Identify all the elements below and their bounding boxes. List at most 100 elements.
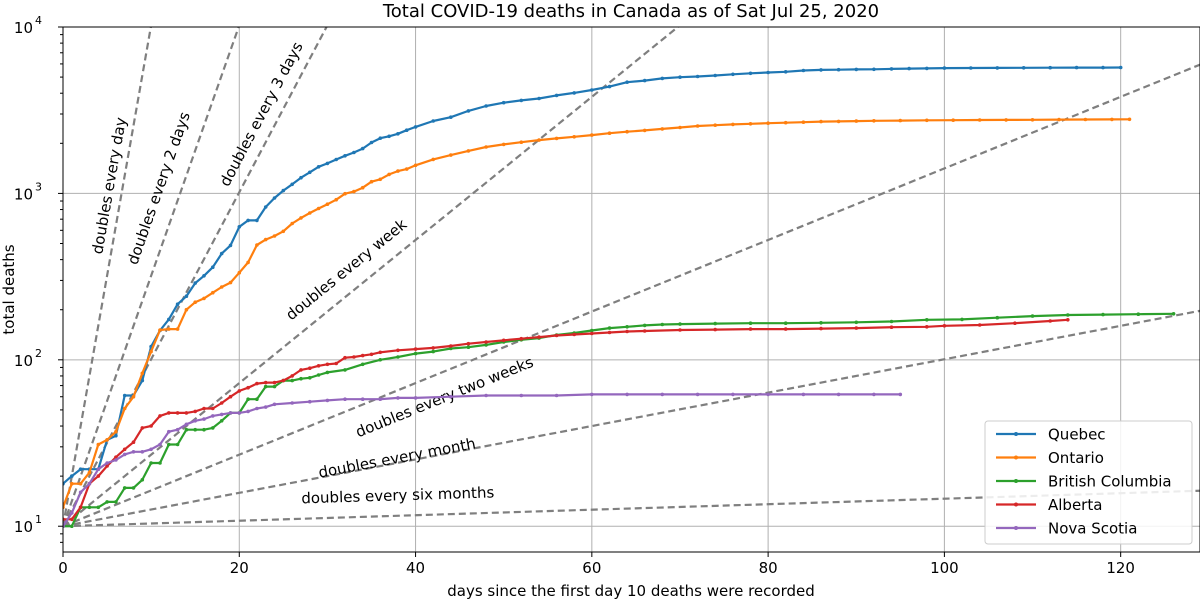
data-point-alberta: [449, 344, 453, 348]
data-point-nova-scotia: [211, 414, 215, 418]
data-point-ontario: [184, 307, 189, 312]
data-point-quebec: [193, 281, 197, 285]
ref-line-doubles-every-month: [63, 309, 1200, 528]
ref-line-doubles-every-day: [63, 27, 152, 527]
data-point-alberta: [1066, 318, 1070, 322]
data-point-quebec: [713, 73, 717, 78]
data-point-british-columbia: [184, 427, 189, 432]
data-point-alberta: [193, 409, 197, 414]
data-point-british-columbia: [202, 427, 206, 432]
data-point-british-columbia: [466, 345, 471, 350]
data-point-nova-scotia: [122, 452, 127, 457]
data-point-quebec: [334, 157, 339, 162]
data-point-ontario: [766, 121, 770, 125]
data-point-alberta: [396, 348, 400, 353]
data-point-quebec: [925, 66, 929, 71]
data-point-quebec: [167, 317, 171, 322]
x-axis-label: days since the first day 10 deaths were …: [447, 582, 815, 600]
data-point-ontario: [925, 118, 929, 123]
data-point-quebec: [325, 161, 330, 166]
data-point-nova-scotia: [219, 412, 224, 417]
data-point-ontario: [202, 296, 206, 301]
data-point-quebec: [308, 170, 312, 175]
legend-label-nova-scotia: Nova Scotia: [1048, 520, 1137, 538]
data-point-alberta: [78, 505, 83, 510]
series-line-quebec: [63, 66, 1121, 485]
data-point-alberta: [819, 326, 823, 331]
data-point-ontario: [1127, 117, 1132, 122]
data-point-alberta: [343, 355, 347, 360]
data-point-alberta: [228, 394, 233, 399]
data-point-alberta: [158, 414, 162, 418]
data-point-ontario: [572, 135, 576, 139]
data-point-alberta: [149, 424, 153, 428]
data-point-quebec: [360, 146, 365, 151]
y-tick-label: 10: [14, 185, 33, 203]
data-point-ontario: [158, 328, 162, 332]
data-point-ontario: [484, 145, 488, 149]
data-point-nova-scotia: [78, 490, 83, 495]
legend-label-alberta: Alberta: [1048, 496, 1102, 514]
data-point-quebec: [537, 96, 541, 101]
data-point-nova-scotia: [263, 405, 268, 409]
data-point-nova-scotia: [184, 422, 189, 427]
data-point-nova-scotia: [70, 511, 74, 515]
data-point-ontario: [607, 131, 612, 135]
data-point-alberta: [219, 401, 224, 405]
data-point-alberta: [202, 406, 206, 411]
data-point-alberta: [325, 362, 330, 367]
data-point-ontario: [519, 140, 524, 144]
data-point-ontario: [334, 197, 339, 202]
data-point-ontario: [193, 300, 197, 305]
data-point-alberta: [352, 355, 356, 359]
y-tick-exponent: 2: [35, 347, 42, 360]
plot-frame: [62, 26, 1200, 553]
y-tick-label: 10: [14, 352, 33, 370]
data-point-alberta: [1048, 319, 1052, 323]
data-point-ontario: [228, 280, 233, 285]
data-point-quebec: [413, 125, 418, 129]
y-axis-label: total deaths: [0, 244, 18, 334]
x-tick-label: 120: [1106, 559, 1135, 577]
data-point-nova-scotia: [360, 397, 365, 402]
data-point-nova-scotia: [140, 450, 145, 454]
data-point-british-columbia: [1171, 312, 1176, 316]
data-point-ontario: [590, 133, 594, 137]
data-point-nova-scotia: [343, 397, 347, 402]
data-point-alberta: [96, 474, 101, 478]
x-tick-label: 0: [58, 559, 68, 577]
data-point-alberta: [246, 385, 250, 390]
data-point-alberta: [378, 350, 383, 355]
data-point-ontario: [140, 371, 145, 376]
data-point-alberta: [131, 440, 136, 445]
data-point-ontario: [149, 349, 153, 354]
data-point-quebec: [1074, 65, 1079, 70]
y-tick-exponent: 4: [35, 14, 42, 27]
series-line-alberta: [63, 318, 1068, 521]
data-point-british-columbia: [158, 461, 162, 465]
data-point-ontario: [316, 206, 321, 211]
data-point-ontario: [713, 123, 717, 127]
data-point-nova-scotia: [396, 396, 400, 400]
data-point-nova-scotia: [175, 427, 180, 432]
data-point-ontario: [131, 394, 136, 399]
series-ontario: [63, 117, 1132, 510]
data-point-alberta: [572, 332, 576, 337]
data-point-nova-scotia: [193, 419, 197, 423]
data-point-ontario: [369, 179, 374, 184]
data-point-ontario: [96, 442, 101, 447]
data-point-quebec: [889, 67, 894, 71]
data-point-quebec: [1048, 65, 1052, 70]
data-point-nova-scotia: [625, 392, 629, 397]
data-point-quebec: [228, 243, 233, 248]
data-point-ontario: [449, 153, 453, 157]
data-point-ontario: [308, 211, 312, 215]
data-point-british-columbia: [590, 328, 594, 333]
legend-label-ontario: Ontario: [1048, 449, 1104, 467]
data-point-british-columbia: [122, 486, 127, 490]
data-point-alberta: [925, 325, 929, 329]
data-point-ontario: [211, 290, 215, 295]
data-point-british-columbia: [484, 343, 488, 347]
data-point-quebec: [70, 474, 74, 478]
data-point-british-columbia: [343, 368, 347, 372]
